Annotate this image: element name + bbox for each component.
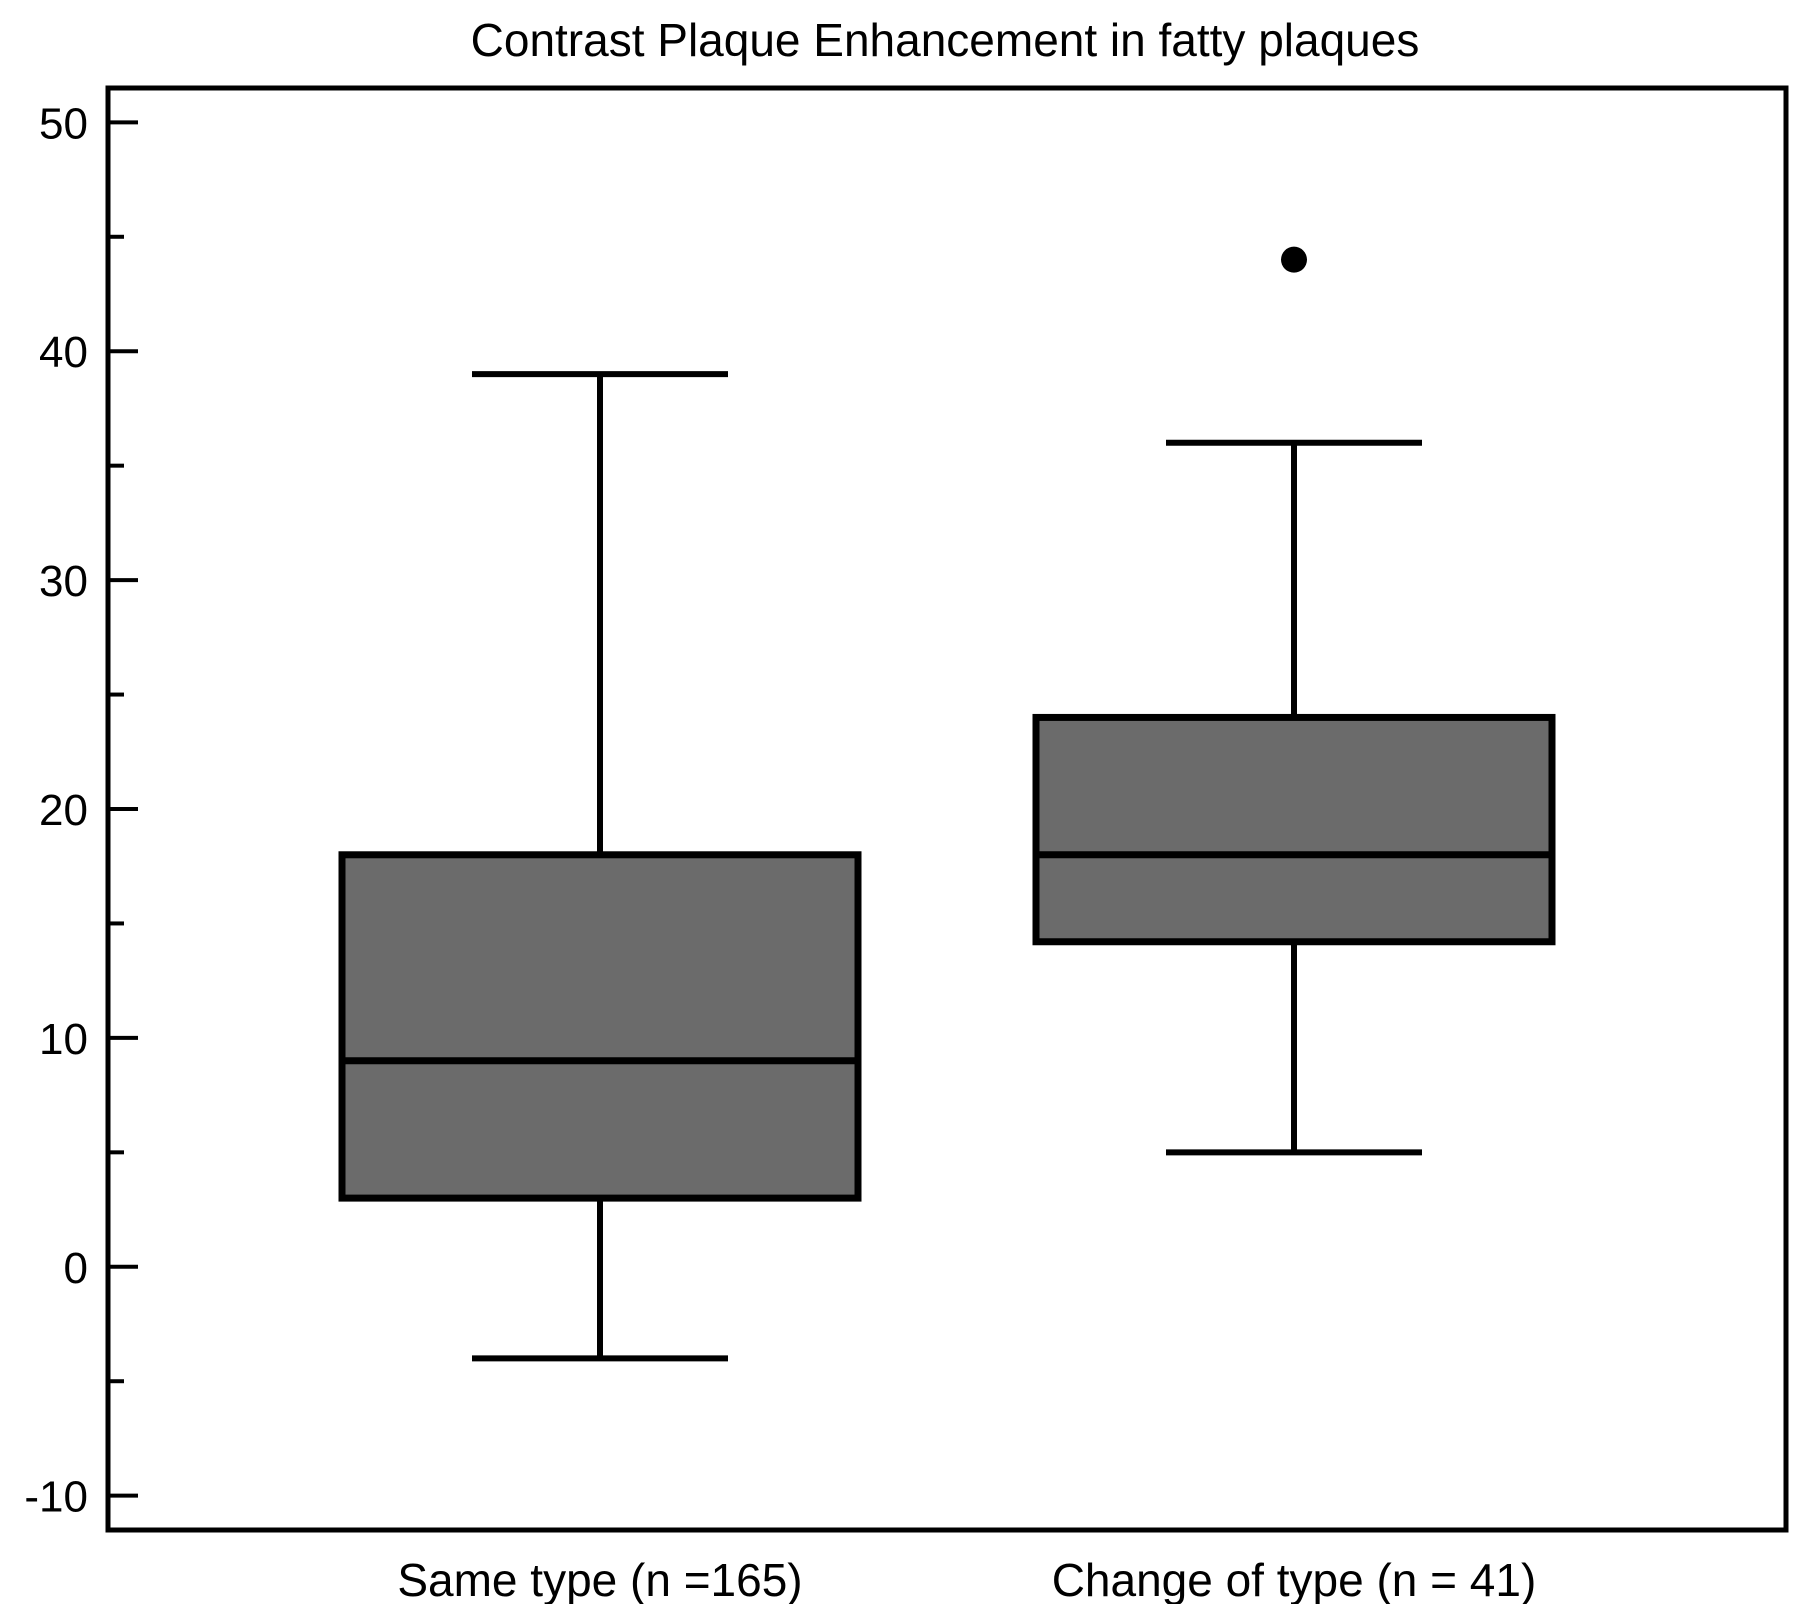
plot-area: -10 0 10 20 30 40 50 Same type (n =165) Change o… [24, 85, 1789, 1606]
y-tick-label: -10 [24, 1473, 88, 1522]
outlier-point [1281, 246, 1307, 273]
x-category-label: Change of type (n = 41) [1052, 1554, 1537, 1604]
y-tick-label: 20 [39, 786, 88, 835]
y-tick-label: 30 [39, 557, 88, 606]
iqr-box [338, 851, 862, 1202]
y-tick-label: 10 [39, 1015, 88, 1064]
chart-title: Contrast Plaque Enhancement in fatty pla… [471, 14, 1420, 66]
y-tick-label: 50 [39, 99, 88, 148]
x-category-label: Same type (n =165) [397, 1554, 802, 1604]
iqr-box [1032, 713, 1556, 946]
y-tick-label: 40 [39, 328, 88, 377]
y-tick-label: 0 [64, 1244, 88, 1293]
